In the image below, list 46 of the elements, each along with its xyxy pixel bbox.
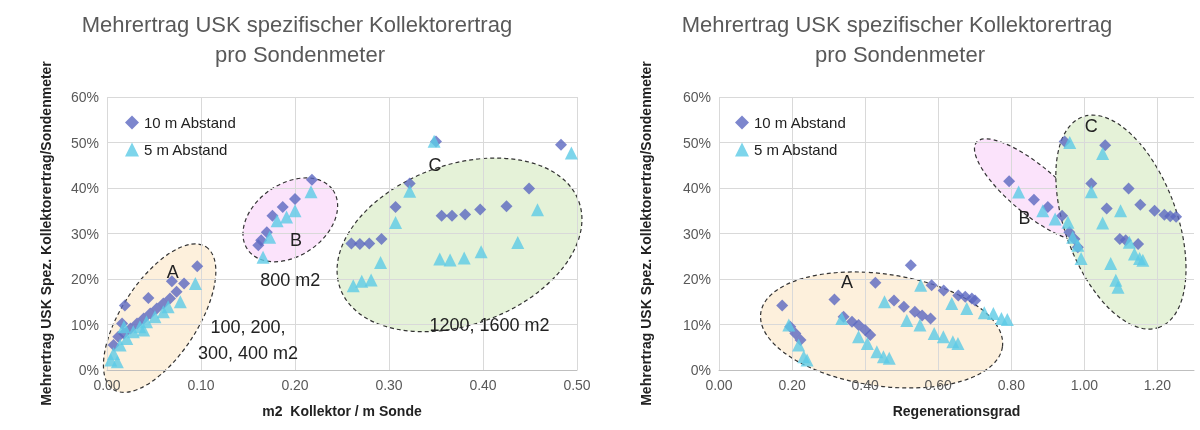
legend-label: 10 m Abstand — [754, 114, 846, 131]
x-tick-label: 1.00 — [1070, 377, 1099, 393]
annotation: 1200, 1600 m2 — [429, 314, 550, 335]
y-tick-label: 40% — [70, 180, 99, 196]
x-tick-label: 0.10 — [187, 377, 215, 393]
y-tick-label: 30% — [682, 225, 711, 242]
y-tick-label: 0% — [690, 362, 711, 378]
annotation: C — [1084, 116, 1098, 137]
y-tick-label: 60% — [70, 89, 99, 105]
annotation: A — [166, 262, 179, 283]
y-tick-label: 10% — [70, 316, 99, 333]
chart-title: Mehrertrag USK spezifischer Kollektorertrag pro Sondenmeter — [81, 11, 519, 67]
x-tick-label: 0.00 — [93, 377, 121, 393]
annotation: C — [428, 155, 442, 176]
y-tick-label: 0% — [78, 362, 99, 378]
x-tick-label: 0.20 — [778, 377, 806, 393]
annotation: A — [840, 272, 853, 293]
y-tick-label: 10% — [682, 316, 711, 333]
annotation: 800 m2 — [260, 269, 321, 290]
y-axis-title: Mehrertrag USK Spez. Kollektorertrag/Sondenmeter — [38, 60, 54, 406]
y-tick-label: 30% — [70, 225, 99, 242]
annotation: B — [1018, 208, 1031, 229]
y-axis-title: Mehrertrag USK Spez. Kollektorertrag/Sondenmeter — [638, 60, 654, 406]
x-tick-label: 0.50 — [563, 377, 591, 393]
annotation: B — [289, 229, 302, 250]
annotation: 100, 200, 300, 400 m2 — [197, 316, 299, 363]
x-tick-label: 0.20 — [281, 377, 309, 393]
legend-label: 5 m Abstand — [144, 141, 228, 158]
y-tick-label: 50% — [682, 134, 711, 151]
x-tick-label: 1.20 — [1143, 377, 1172, 393]
legend-label: 5 m Abstand — [754, 141, 838, 158]
x-axis-title: Regenerationsgrad — [892, 403, 1021, 419]
x-tick-label: 0.30 — [375, 377, 403, 393]
y-tick-label: 20% — [70, 271, 99, 287]
x-tick-label: 0.00 — [705, 377, 733, 393]
x-tick-label: 0.60 — [924, 377, 953, 393]
x-axis-title: m2 Kollektor / m Sonde — [262, 403, 422, 419]
chart-title: Mehrertrag USK spezifischer Kollektorertrag pro Sondenmeter — [681, 11, 1119, 67]
y-tick-label: 60% — [682, 89, 711, 105]
x-tick-label: 0.40 — [851, 377, 879, 393]
y-tick-label: 50% — [70, 134, 99, 151]
y-tick-label: 20% — [682, 271, 711, 287]
x-tick-label: 0.40 — [469, 377, 497, 393]
legend-label: 10 m Abstand — [144, 114, 236, 131]
x-tick-label: 0.80 — [997, 377, 1026, 393]
y-tick-label: 40% — [682, 180, 711, 196]
